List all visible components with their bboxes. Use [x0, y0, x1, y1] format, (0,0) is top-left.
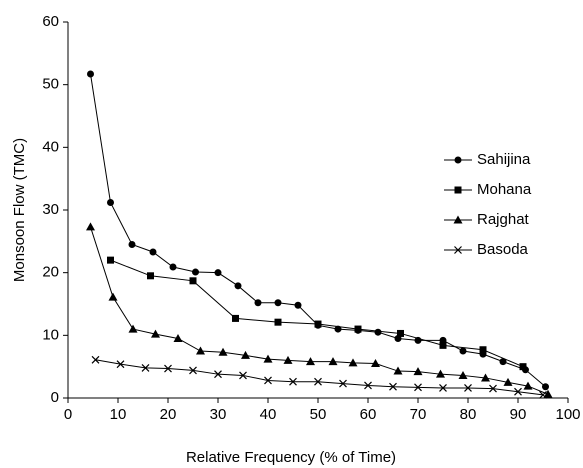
point: [414, 383, 422, 392]
point: [149, 248, 157, 256]
point: [107, 256, 114, 264]
point: [354, 325, 362, 333]
x-tick-label: 90: [510, 406, 527, 423]
point: [239, 371, 247, 380]
point: [334, 325, 342, 333]
point: [141, 363, 150, 372]
point: [397, 329, 404, 337]
point: [314, 320, 322, 328]
point: [459, 347, 467, 355]
point: [151, 329, 160, 338]
x-tick-label: 100: [555, 406, 580, 423]
point: [314, 377, 322, 386]
point: [264, 376, 272, 385]
point: [499, 358, 507, 366]
legend-marker: [454, 156, 462, 164]
point: [173, 333, 183, 342]
point: [464, 384, 472, 392]
legend-label: Rajghat: [477, 211, 530, 228]
x-tick-label: 60: [360, 406, 377, 423]
point: [214, 269, 222, 277]
legend-marker: [454, 186, 462, 194]
legend-label: Basoda: [477, 241, 529, 258]
point: [169, 263, 177, 271]
y-tick-label: 50: [42, 76, 59, 93]
series-line: [90, 226, 549, 395]
point: [328, 357, 338, 366]
y-axis-title: Monsoon Flow (TMC): [11, 138, 28, 282]
point: [364, 381, 372, 390]
point: [234, 282, 242, 290]
point: [542, 383, 549, 391]
y-tick-label: 60: [42, 13, 59, 30]
point: [514, 387, 522, 396]
point: [196, 346, 205, 355]
point: [108, 292, 118, 301]
point: [289, 377, 297, 386]
point: [543, 389, 553, 398]
point: [519, 363, 527, 371]
y-tick-label: 20: [42, 264, 59, 281]
point: [189, 366, 197, 375]
y-tick-label: 0: [51, 389, 59, 406]
point: [371, 359, 380, 368]
point: [164, 364, 172, 373]
point: [214, 370, 222, 379]
point: [479, 346, 487, 354]
point: [254, 299, 262, 307]
point: [232, 314, 239, 322]
point: [107, 198, 114, 206]
point: [374, 328, 382, 336]
point: [339, 379, 347, 388]
point: [348, 358, 358, 367]
point: [86, 222, 95, 231]
x-tick-label: 0: [64, 406, 72, 423]
x-tick-label: 50: [310, 406, 327, 423]
point: [294, 301, 302, 309]
point: [87, 70, 94, 78]
legend-marker: [454, 246, 462, 254]
point: [274, 299, 282, 307]
point: [91, 355, 100, 364]
point: [128, 240, 136, 248]
legend-label: Mohana: [477, 181, 532, 198]
x-tick-label: 70: [410, 406, 427, 423]
point: [128, 324, 138, 333]
x-tick-label: 30: [210, 406, 227, 423]
point: [489, 384, 497, 393]
point: [523, 381, 533, 390]
x-tick-label: 80: [460, 406, 477, 423]
legend-label: Sahijina: [477, 151, 531, 168]
point: [503, 377, 513, 386]
point: [439, 384, 447, 392]
x-tick-label: 20: [160, 406, 177, 423]
point: [274, 318, 282, 326]
point: [263, 354, 273, 363]
point: [241, 350, 250, 359]
y-tick-label: 30: [42, 201, 59, 218]
series-line: [90, 73, 546, 388]
x-axis-title: Relative Frequency (% of Time): [186, 449, 396, 466]
point: [393, 366, 403, 375]
point: [189, 277, 197, 285]
point: [147, 272, 154, 280]
x-tick-label: 10: [110, 406, 127, 423]
point: [192, 268, 199, 276]
point: [283, 355, 293, 364]
point: [539, 390, 547, 399]
point: [481, 373, 490, 382]
point: [458, 370, 468, 379]
x-tick-label: 40: [260, 406, 277, 423]
y-tick-label: 10: [42, 326, 59, 343]
legend-marker: [453, 215, 463, 224]
point: [218, 347, 228, 356]
point: [413, 367, 423, 376]
point: [436, 369, 445, 378]
point: [116, 360, 125, 369]
point: [439, 341, 447, 349]
point: [306, 357, 315, 366]
y-tick-label: 40: [42, 138, 59, 155]
point: [389, 382, 397, 391]
